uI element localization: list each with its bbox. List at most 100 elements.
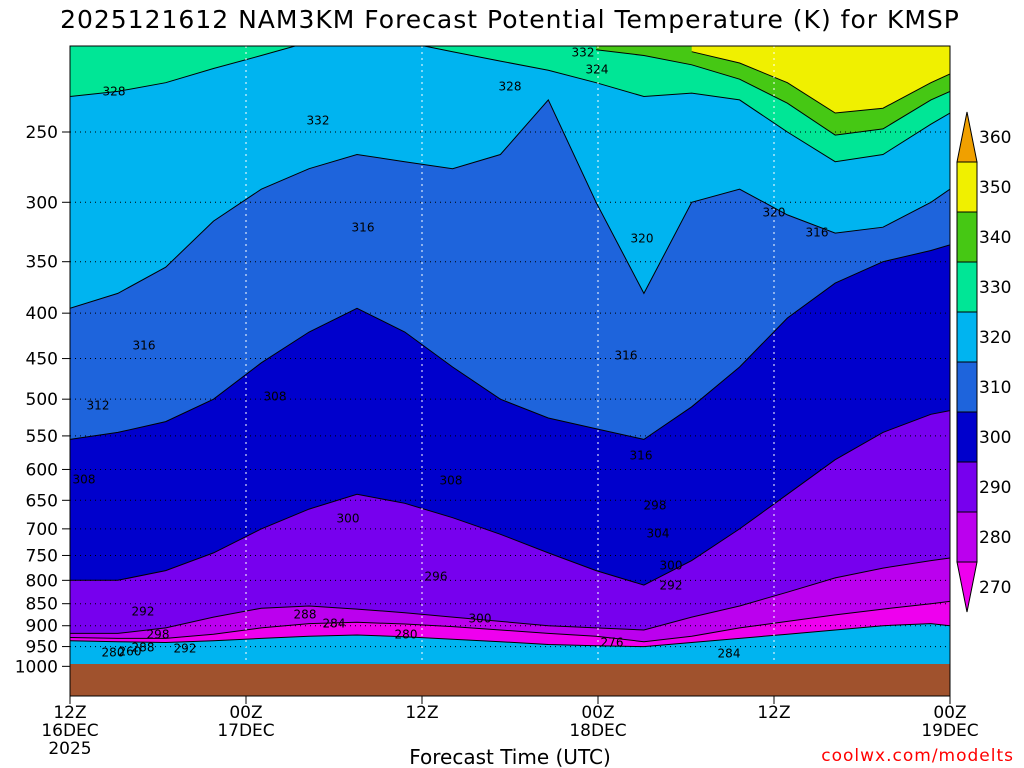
colorbar-segment [956,111,978,163]
contour-label: 300 [337,512,360,526]
contour-label: 260 [119,645,142,659]
y-tick-label: 1000 [15,657,58,677]
isoline-290 [70,557,950,634]
isoline-310 [70,244,950,440]
contour-label: 284 [323,617,346,631]
contour-label: 316 [133,339,156,353]
colorbar-segment [956,561,978,613]
x-tick-label: 2025 [48,739,91,759]
contour-label: 280 [395,628,418,642]
contour-label: 288 [294,608,317,622]
ground-terrain [70,664,950,696]
plot-area: 328 332 324 328 332 316 320 320 316 316 316 312 308 3… [70,46,950,696]
y-tick-label: 500 [26,390,58,410]
contour-label: 316 [352,221,375,235]
contour-label: 324 [586,63,609,77]
x-tick-label: 17DEC [217,721,274,741]
colorbar-label: 320 [979,328,1011,348]
x-tick-label: 19DEC [921,721,978,741]
contour-label: 328 [499,80,522,94]
credit-text: coolwx.com/modelts [821,746,1014,766]
colorbar-segment [956,211,978,263]
isoline-272 [70,623,950,648]
contour-label: 292 [660,579,683,593]
contour-label: 308 [264,390,287,404]
colorbar-segment [956,311,978,363]
contour-label: 308 [73,473,96,487]
contour-label: 300 [469,612,492,626]
colorbar-label: 350 [979,178,1011,198]
colorbar-label: 330 [979,278,1011,298]
y-tick-label: 900 [26,617,58,637]
y-tick-label: 600 [26,460,58,480]
colorbar: 270 280 290 300 310 320 330 340 350 360 [956,111,1011,613]
colorbar-segment [956,461,978,513]
y-tick-label: 850 [26,595,58,615]
contour-label: 300 [660,559,683,573]
contour-label: 332 [307,114,330,128]
isoline-300 [70,410,950,586]
colorbar-label: 360 [979,128,1011,148]
x-tick-label: 16DEC [41,721,98,741]
y-tick-label: 400 [26,304,58,324]
contour-label: 312 [87,399,110,413]
contour-label: 320 [631,232,654,246]
isoline-340 [596,49,950,136]
contour-label: 304 [647,527,670,541]
y-tick-label: 750 [26,546,58,566]
contour-label: 296 [425,570,448,584]
x-axis-label: Forecast Time (UTC) [409,745,611,768]
colorbar-segment [956,411,978,463]
contour-label: 276 [601,636,624,650]
band-350 [691,46,950,113]
contour-label: 284 [718,647,741,661]
x-tick-label: 00Z [581,703,614,723]
contour-label: 316 [806,226,829,240]
y-tick-label: 950 [26,638,58,658]
contour-label: 292 [132,605,155,619]
isoline-280 [70,600,950,643]
y-tick-label: 250 [26,123,58,143]
contour-label: 332 [572,46,595,60]
plot-frame [69,45,951,697]
colorbar-label: 340 [979,228,1011,248]
contour-label: 316 [630,449,653,463]
colorbar-label: 290 [979,478,1011,498]
contour-label: 316 [615,349,638,363]
colorbar-segment [956,361,978,413]
x-tick-label: 12Z [757,703,790,723]
colorbar-segment [956,261,978,313]
y-tick-label: 700 [26,520,58,540]
y-tick-label: 450 [26,350,58,370]
colorbar-label: 270 [979,578,1011,598]
contour-label: 288 [132,641,155,655]
x-tick-label: 12Z [405,703,438,723]
y-tick-label: 550 [26,427,58,447]
contour-label: 308 [440,474,463,488]
isoline-350 [691,51,950,114]
x-tick-label: 12Z [53,703,86,723]
contour-label: 280 [102,646,125,660]
contour-label: 292 [174,642,197,656]
y-tick-label: 800 [26,571,58,591]
y-tick-label: 650 [26,491,58,511]
y-tick-label: 350 [26,253,58,273]
colorbar-label: 310 [979,378,1011,398]
contour-label: 328 [103,85,126,99]
isoline-330 [70,46,950,163]
band-320 [70,46,950,309]
colorbar-label: 280 [979,528,1011,548]
chart-title: 2025121612 NAM3KM Forecast Potential Tem… [60,5,960,34]
y-tick-label: 300 [26,193,58,213]
x-tick-label: 00Z [229,703,262,723]
contour-label: 320 [763,206,786,220]
contour-label: 298 [147,628,170,642]
x-tick-label: 18DEC [569,721,626,741]
x-tick-label: 00Z [933,703,966,723]
colorbar-label: 300 [979,428,1011,448]
contour-label: 298 [644,499,667,513]
colorbar-segment [956,161,978,213]
colorbar-segment [956,511,978,563]
isoline-320 [70,98,950,309]
